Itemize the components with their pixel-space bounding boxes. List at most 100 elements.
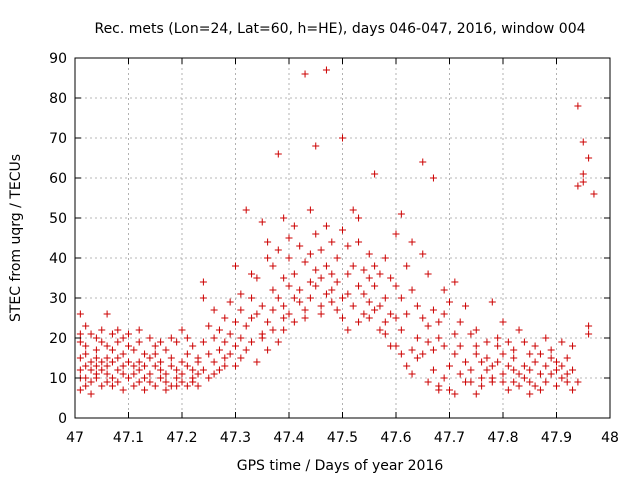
data-point <box>108 346 116 354</box>
data-point <box>585 154 593 162</box>
data-point <box>531 358 539 366</box>
data-point <box>274 294 282 302</box>
data-point <box>162 378 170 386</box>
y-tick-labels: 0 10 20 30 40 50 60 70 80 90 <box>49 51 67 427</box>
data-point <box>226 330 234 338</box>
data-point <box>92 354 100 362</box>
data-point <box>499 378 507 386</box>
data-point <box>429 174 437 182</box>
data-point <box>472 350 480 358</box>
data-point <box>553 358 560 366</box>
data-point <box>515 370 523 378</box>
data-point <box>333 278 341 286</box>
y-axis-label: STEC from uqrg / TECUs <box>8 154 24 322</box>
data-point <box>381 318 389 326</box>
data-point <box>205 374 213 382</box>
data-point <box>419 250 427 258</box>
data-point <box>531 342 539 350</box>
data-point <box>344 326 352 334</box>
data-point <box>194 370 202 378</box>
data-point <box>167 354 175 362</box>
data-point <box>215 366 223 374</box>
data-point <box>499 318 507 326</box>
data-point <box>371 262 379 270</box>
data-point <box>119 370 127 378</box>
x-tick-label: 47 <box>66 430 84 446</box>
data-point <box>553 366 560 374</box>
data-point <box>264 318 272 326</box>
data-point <box>301 70 309 78</box>
data-point <box>253 274 261 282</box>
grid-lines <box>75 58 610 418</box>
data-point <box>499 350 507 358</box>
data-point <box>344 290 352 298</box>
data-point <box>285 282 293 290</box>
data-point <box>130 346 138 354</box>
data-point <box>322 66 330 74</box>
x-tick-label: 47.1 <box>113 430 144 446</box>
data-point <box>451 350 459 358</box>
data-point <box>413 354 421 362</box>
data-point <box>526 350 534 358</box>
data-point <box>494 358 502 366</box>
data-point <box>306 278 314 286</box>
data-point <box>349 262 357 270</box>
axis-ticks <box>74 57 611 419</box>
data-point <box>446 362 453 370</box>
data-point <box>226 298 234 306</box>
data-point <box>103 342 111 350</box>
data-point <box>510 346 518 354</box>
y-tick-label: 40 <box>49 251 67 267</box>
data-point <box>135 358 143 366</box>
data-point <box>103 378 111 386</box>
data-point <box>483 338 491 346</box>
data-point <box>157 338 165 346</box>
data-point <box>579 170 587 178</box>
data-point <box>296 298 304 306</box>
data-point <box>141 350 149 358</box>
data-point <box>135 338 143 346</box>
data-point <box>381 294 389 302</box>
data-point <box>478 382 486 390</box>
y-tick-label: 60 <box>49 171 67 187</box>
data-point <box>424 338 432 346</box>
data-point <box>558 362 566 370</box>
data-point <box>76 354 84 362</box>
data-point <box>467 366 475 374</box>
data-point <box>435 318 443 326</box>
data-point <box>339 226 346 234</box>
data-point <box>125 374 132 382</box>
data-point <box>408 286 416 294</box>
data-point <box>82 382 90 390</box>
data-point <box>280 314 288 322</box>
data-point <box>82 322 90 330</box>
data-point <box>258 334 266 342</box>
x-tick-label: 47.7 <box>434 430 465 446</box>
data-point <box>215 346 223 354</box>
data-point <box>151 342 159 350</box>
data-point <box>157 358 165 366</box>
data-point <box>515 382 523 390</box>
data-point <box>167 362 175 370</box>
data-point <box>108 382 116 390</box>
data-point <box>76 310 84 318</box>
data-point <box>178 378 186 386</box>
chart-title: Rec. mets (Lon=24, Lat=60, h=HE), days 0… <box>94 21 585 37</box>
x-tick-label: 47.5 <box>327 430 358 446</box>
data-point <box>510 354 518 362</box>
data-point <box>419 350 427 358</box>
data-point <box>87 378 95 386</box>
data-point <box>456 370 464 378</box>
data-point <box>103 310 111 318</box>
data-point <box>488 362 496 370</box>
data-point <box>381 330 389 338</box>
data-point <box>526 366 534 374</box>
data-point <box>274 338 282 346</box>
data-point <box>328 286 336 294</box>
data-point <box>355 318 363 326</box>
data-point <box>472 326 480 334</box>
data-point <box>446 298 453 306</box>
x-tick-label: 48 <box>601 430 619 446</box>
data-point <box>408 238 416 246</box>
